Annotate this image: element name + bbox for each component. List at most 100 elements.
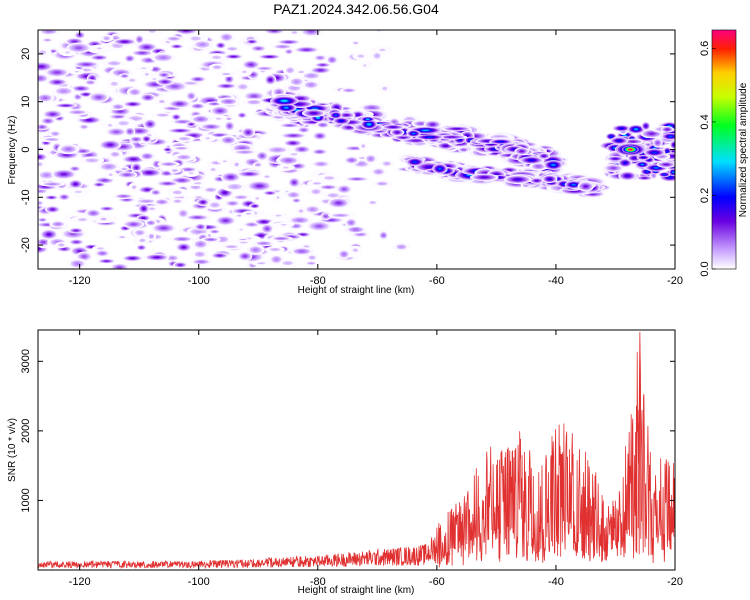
noise-blob <box>115 44 120 47</box>
noise-blob <box>162 74 166 76</box>
noise-blob <box>55 81 60 83</box>
noise-blob <box>241 114 244 116</box>
noise-blob <box>102 179 107 182</box>
noise-blob <box>208 189 213 191</box>
noise-blob <box>50 113 55 116</box>
noise-blob <box>251 264 254 267</box>
noise-blob <box>176 196 182 199</box>
noise-blob <box>375 54 379 57</box>
noise-blob <box>52 50 55 52</box>
noise-blob <box>130 257 135 259</box>
noise-blob <box>179 179 185 182</box>
noise-blob <box>116 106 120 108</box>
noise-blob <box>214 56 219 59</box>
noise-blob <box>309 74 314 77</box>
noise-blob <box>223 191 227 194</box>
noise-blob <box>326 177 332 179</box>
noise-blob <box>38 247 41 250</box>
noise-blob <box>89 246 93 248</box>
noise-blob <box>362 145 365 147</box>
noise-blob <box>64 154 70 156</box>
noise-blob <box>328 219 334 221</box>
noise-blob <box>118 71 124 74</box>
noise-blob <box>138 38 141 41</box>
noise-blob <box>50 197 53 198</box>
noise-blob <box>193 37 199 40</box>
noise-blob <box>342 253 346 256</box>
noise-blob <box>160 56 166 59</box>
noise-blob <box>50 208 55 211</box>
noise-blob <box>82 255 86 258</box>
noise-blob <box>265 227 269 230</box>
noise-blob <box>106 165 111 168</box>
noise-blob <box>195 182 200 184</box>
noise-blob <box>160 100 164 103</box>
noise-blob <box>142 67 146 69</box>
noise-blob <box>220 238 225 241</box>
noise-blob <box>140 246 143 249</box>
noise-blob <box>66 148 71 151</box>
noise-blob <box>144 46 149 49</box>
noise-blob <box>354 42 357 44</box>
noise-blob <box>318 135 322 137</box>
noise-blob <box>213 231 216 233</box>
noise-blob <box>369 106 375 109</box>
noise-blob <box>170 257 174 259</box>
noise-blob <box>283 166 288 169</box>
noise-blob <box>175 45 179 47</box>
noise-blob <box>38 163 42 166</box>
noise-blob <box>97 47 102 49</box>
noise-blob <box>169 107 175 109</box>
noise-blob <box>154 191 158 194</box>
signal-band-upper <box>277 91 281 94</box>
noise-blob <box>140 239 144 242</box>
noise-blob <box>318 69 323 71</box>
noise-blob <box>175 116 178 118</box>
noise-blob <box>145 155 149 158</box>
figure-title: PAZ1.2024.342.06.56.G04 <box>273 1 439 17</box>
noise-blob <box>145 138 148 140</box>
noise-blob <box>81 150 85 152</box>
noise-blob <box>190 123 193 125</box>
noise-blob <box>139 30 165 37</box>
noise-blob <box>303 49 310 51</box>
noise-blob <box>62 248 66 250</box>
noise-blob <box>43 96 47 99</box>
noise-blob <box>319 163 324 165</box>
noise-blob <box>146 59 151 62</box>
noise-blob <box>253 248 258 251</box>
noise-blob <box>63 196 66 198</box>
noise-blob <box>206 137 210 140</box>
noise-blob <box>371 201 374 204</box>
noise-blob <box>160 201 164 203</box>
noise-blob <box>287 124 292 126</box>
noise-blob <box>321 64 325 66</box>
noise-blob <box>199 261 204 263</box>
noise-blob <box>49 138 55 141</box>
noise-blob <box>179 147 184 149</box>
noise-blob <box>310 208 315 211</box>
noise-blob <box>144 200 150 202</box>
noise-blob <box>86 119 92 121</box>
noise-blob <box>256 47 260 50</box>
noise-blob <box>241 241 246 243</box>
noise-blob <box>291 153 297 156</box>
noise-blob <box>75 191 81 193</box>
noise-blob <box>77 250 82 252</box>
noise-blob <box>148 123 152 126</box>
noise-blob <box>277 196 280 199</box>
noise-blob <box>49 183 55 185</box>
noise-blob <box>121 122 127 125</box>
noise-blob <box>136 143 141 147</box>
noise-blob <box>211 168 215 171</box>
noise-blob <box>83 63 89 66</box>
noise-blob <box>208 239 213 241</box>
noise-blob <box>262 67 267 69</box>
noise-blob <box>354 178 360 180</box>
noise-blob <box>247 202 251 205</box>
noise-blob <box>239 147 245 150</box>
noise-blob <box>105 37 109 40</box>
noise-blob <box>359 162 364 165</box>
noise-blob <box>176 200 179 202</box>
noise-blob <box>87 154 92 156</box>
